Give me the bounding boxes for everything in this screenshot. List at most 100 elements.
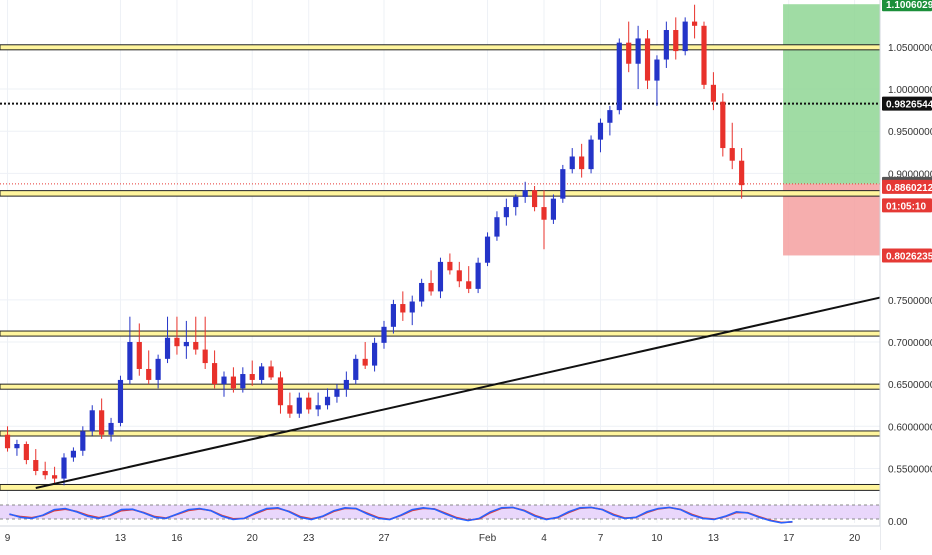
- y-tick-label: 0.7500000: [888, 296, 932, 307]
- candle-body: [729, 148, 735, 161]
- x-axis-panel: [0, 526, 880, 550]
- price-tag-label: 01:05:10: [886, 201, 926, 212]
- candle-body: [372, 342, 378, 366]
- candle-body: [174, 337, 180, 347]
- candle-body: [155, 358, 161, 380]
- y-tick-label: 0.7000000: [888, 338, 932, 349]
- candle-body: [343, 379, 349, 390]
- support-resistance-zone[interactable]: [0, 44, 881, 51]
- candle: [108, 417, 114, 442]
- candle-body: [390, 304, 396, 327]
- candle: [277, 371, 284, 414]
- candle: [532, 186, 538, 212]
- candle: [372, 337, 378, 372]
- candle: [644, 30, 651, 90]
- candle: [654, 55, 660, 106]
- candle: [221, 371, 227, 397]
- candle: [390, 299, 396, 334]
- candle-body: [710, 84, 716, 102]
- candle-body: [494, 217, 500, 237]
- candle: [4, 426, 11, 452]
- x-tick-label: 7: [598, 533, 604, 544]
- candle-body: [259, 366, 265, 380]
- candle: [513, 194, 519, 216]
- candle-body: [569, 156, 575, 170]
- candle-body: [447, 261, 453, 271]
- price-tag-box: [882, 198, 932, 213]
- candle: [710, 72, 716, 111]
- candle-body: [306, 397, 312, 410]
- candle: [202, 316, 208, 369]
- oscillator-main-line: [9, 506, 793, 524]
- price-tag-label: 0.9826544: [886, 100, 932, 111]
- candle: [183, 320, 189, 359]
- candle: [334, 384, 340, 403]
- x-tick-label: 13: [115, 533, 127, 544]
- candle-body: [52, 475, 58, 479]
- candle-body: [127, 341, 133, 380]
- y-tick-label: 0.9000000: [888, 169, 932, 180]
- candle-body: [202, 349, 208, 364]
- candle-body: [4, 434, 11, 449]
- candle-body: [164, 337, 171, 359]
- candle-body: [550, 198, 556, 220]
- candle-body: [663, 30, 669, 60]
- candle-body: [654, 59, 660, 81]
- candle-body: [287, 405, 293, 414]
- candle-body: [597, 122, 604, 140]
- candle-body: [70, 450, 76, 458]
- candle: [268, 360, 274, 380]
- x-tick-label: 27: [378, 533, 390, 544]
- oscillator-axis-label: 0.00: [888, 517, 908, 528]
- support-resistance-zone[interactable]: [0, 190, 881, 197]
- x-tick-label: Feb: [479, 533, 497, 544]
- candle-body: [362, 358, 368, 366]
- candle: [33, 449, 39, 476]
- x-tick-label: 4: [541, 533, 547, 544]
- y-axis-panel: [880, 0, 932, 550]
- candle-body: [739, 160, 745, 186]
- trendline[interactable]: [35, 296, 881, 490]
- candle-body: [296, 397, 302, 414]
- candle: [682, 17, 688, 56]
- candle: [720, 93, 726, 157]
- candle: [437, 257, 444, 299]
- candle-body: [108, 422, 114, 435]
- candle: [569, 148, 575, 174]
- candle-body: [607, 110, 613, 123]
- x-tick-label: 10: [651, 533, 663, 544]
- support-resistance-zone[interactable]: [0, 430, 881, 437]
- candle-body: [616, 42, 622, 111]
- candle-body: [400, 304, 406, 313]
- candle: [588, 135, 594, 174]
- candle: [23, 441, 29, 465]
- candle-body: [644, 38, 651, 81]
- candle-body: [513, 196, 519, 208]
- candle-body: [89, 410, 95, 432]
- candle: [626, 21, 632, 73]
- y-tick-label: 0.9500000: [888, 127, 932, 138]
- candle-body: [240, 374, 246, 389]
- candle-body: [268, 366, 274, 378]
- take-profit-zone[interactable]: [783, 4, 880, 184]
- candle-body: [475, 262, 481, 289]
- price-tag-box: [882, 0, 932, 12]
- candle: [475, 257, 481, 294]
- candle: [353, 354, 359, 385]
- candle: [381, 320, 387, 349]
- candle-body: [466, 281, 472, 289]
- candle: [70, 447, 76, 462]
- y-tick-label: 0.6000000: [888, 422, 932, 433]
- candle: [315, 392, 321, 417]
- candle: [541, 190, 547, 250]
- support-resistance-zone[interactable]: [0, 383, 881, 390]
- candle-body: [146, 368, 152, 380]
- candle-body: [419, 282, 425, 302]
- y-tick-label: 1.0500000: [888, 43, 932, 54]
- candle: [484, 232, 491, 267]
- support-resistance-zone[interactable]: [0, 330, 881, 337]
- support-resistance-zone[interactable]: [0, 483, 881, 491]
- candle: [259, 363, 265, 385]
